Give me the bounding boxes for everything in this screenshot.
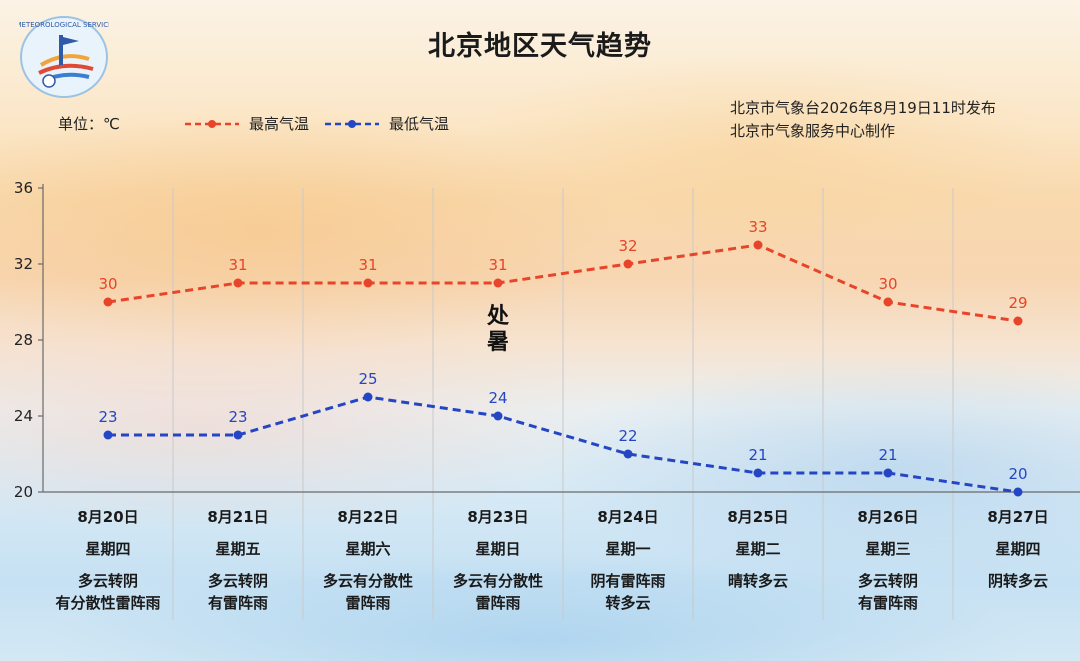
high-temp-data-label: 32 <box>618 237 637 255</box>
day-date: 8月20日 <box>77 508 139 526</box>
low-temp-data-label: 24 <box>488 389 507 407</box>
daily-forecast-row: 8月20日星期四多云转阴有分散性雷阵雨 8月21日星期五多云转阴有雷阵雨 8月22日… <box>43 498 1080 658</box>
logo-text: METEOROLOGICAL SERVICE <box>19 21 109 29</box>
low-temp-data-label: 23 <box>98 408 117 426</box>
page-title: 北京地区天气趋势 <box>428 31 652 62</box>
legend-high-line-icon <box>185 119 239 128</box>
day-weather-line: 阴转多云 <box>987 572 1048 590</box>
day-weather: 阴转多云 <box>947 570 1080 592</box>
day-weekday: 星期五 <box>215 540 261 558</box>
day-weekday: 星期三 <box>865 540 911 558</box>
high-temp-point <box>493 278 503 288</box>
low-temp-point <box>493 411 503 421</box>
high-temp-point <box>233 278 243 288</box>
high-temp-point <box>363 278 373 288</box>
low-temp-point <box>103 430 113 440</box>
issuer-line-1: 北京市气象台2026年8月19日11时发布 <box>730 99 996 117</box>
day-weekday: 星期日 <box>475 540 521 558</box>
low-temp-point <box>883 468 893 478</box>
y-tick-label: 32 <box>14 255 33 273</box>
day-weather: 多云有分散性 雷阵雨 <box>297 570 439 614</box>
day-weather-line: 有雷阵雨 <box>207 594 268 612</box>
day-date: 8月24日 <box>597 508 659 526</box>
high-temp-data-label: 30 <box>98 275 117 293</box>
high-temp-data-label: 29 <box>1008 294 1027 312</box>
day-weather-line: 阴有雷阵雨 <box>590 572 666 590</box>
y-tick-label: 36 <box>14 179 33 197</box>
day-weather-line: 转多云 <box>605 594 651 612</box>
solar-term-char-2: 暑 <box>486 329 509 355</box>
solar-term-char-1: 处 <box>486 303 509 329</box>
y-tick-label: 20 <box>14 483 33 501</box>
day-weather: 晴转多云 <box>687 570 829 592</box>
y-tick-label: 24 <box>14 407 33 425</box>
day-date: 8月27日 <box>987 508 1049 526</box>
day-weather-line: 雷阵雨 <box>345 594 391 612</box>
high-temp-point <box>753 240 763 250</box>
low-temp-point <box>753 468 763 478</box>
low-temp-point <box>1013 487 1023 497</box>
day-weather-line: 晴转多云 <box>727 572 788 590</box>
high-temp-data-label: 31 <box>358 256 377 274</box>
high-temp-point <box>883 297 893 307</box>
day-date: 8月22日 <box>337 508 399 526</box>
high-temp-point <box>623 259 633 269</box>
day-weather: 多云转阴 有雷阵雨 <box>167 570 309 614</box>
legend-high-label: 最高气温 <box>249 115 310 133</box>
day-weekday: 星期一 <box>605 540 651 558</box>
legend-low-line-icon <box>325 119 379 128</box>
day-weather-line: 多云转阴 <box>857 572 918 590</box>
day-date: 8月25日 <box>727 508 789 526</box>
day-weather-line: 雷阵雨 <box>475 594 521 612</box>
low-temp-data-label: 23 <box>228 408 247 426</box>
day-date: 8月23日 <box>467 508 529 526</box>
issuer-line-2: 北京市气象服务中心制作 <box>730 122 896 140</box>
day-weather: 多云转阴有分散性雷阵雨 <box>37 570 179 614</box>
low-temp-data-label: 25 <box>358 370 377 388</box>
low-temp-data-label: 21 <box>878 446 897 464</box>
low-temp-point <box>233 430 243 440</box>
legend-low-label: 最低气温 <box>389 115 450 133</box>
day-weather-line: 多云有分散性 <box>452 572 543 590</box>
low-temp-data-label: 22 <box>618 427 637 445</box>
day-weather-line: 有雷阵雨 <box>857 594 918 612</box>
day-weekday: 星期四 <box>85 540 131 558</box>
day-weather-line: 多云转阴 <box>207 572 268 590</box>
day-weather: 多云有分散性 雷阵雨 <box>427 570 569 614</box>
day-weekday: 星期二 <box>735 540 781 558</box>
high-temp-data-label: 31 <box>488 256 507 274</box>
low-temp-point <box>363 392 373 402</box>
high-temp-point <box>1013 316 1023 326</box>
solar-term-label: 处 暑 <box>484 303 512 355</box>
unit-label: 单位：℃ <box>58 115 120 133</box>
day-weather-line: 多云转阴 <box>77 572 138 590</box>
day-weather-line: 有分散性雷阵雨 <box>55 594 161 612</box>
low-temp-point <box>623 449 633 459</box>
high-temp-series-line <box>107 243 1019 323</box>
day-date: 8月26日 <box>857 508 919 526</box>
high-temp-data-label: 33 <box>748 218 767 236</box>
day-weekday: 星期六 <box>345 540 391 558</box>
day-weather-line: 多云有分散性 <box>322 572 413 590</box>
meteorological-service-logo-icon: METEOROLOGICAL SERVICE <box>19 16 109 98</box>
day-weather: 多云转阴 有雷阵雨 <box>817 570 959 614</box>
high-temp-data-label: 31 <box>228 256 247 274</box>
day-weather: 阴有雷阵雨 转多云 <box>557 570 699 614</box>
legend-high: 最高气温 <box>183 113 309 134</box>
issuer-info: 北京市气象台2026年8月19日11时发布 北京市气象服务中心制作 <box>730 97 996 143</box>
legend-low: 最低气温 <box>323 113 449 134</box>
low-temp-data-label: 21 <box>748 446 767 464</box>
low-temp-data-label: 20 <box>1008 465 1027 483</box>
day-date: 8月21日 <box>207 508 269 526</box>
low-temp-series-line <box>108 395 1019 494</box>
high-temp-point <box>103 297 113 307</box>
y-tick-label: 28 <box>14 331 33 349</box>
high-temp-data-label: 30 <box>878 275 897 293</box>
day-weekday: 星期四 <box>995 540 1041 558</box>
